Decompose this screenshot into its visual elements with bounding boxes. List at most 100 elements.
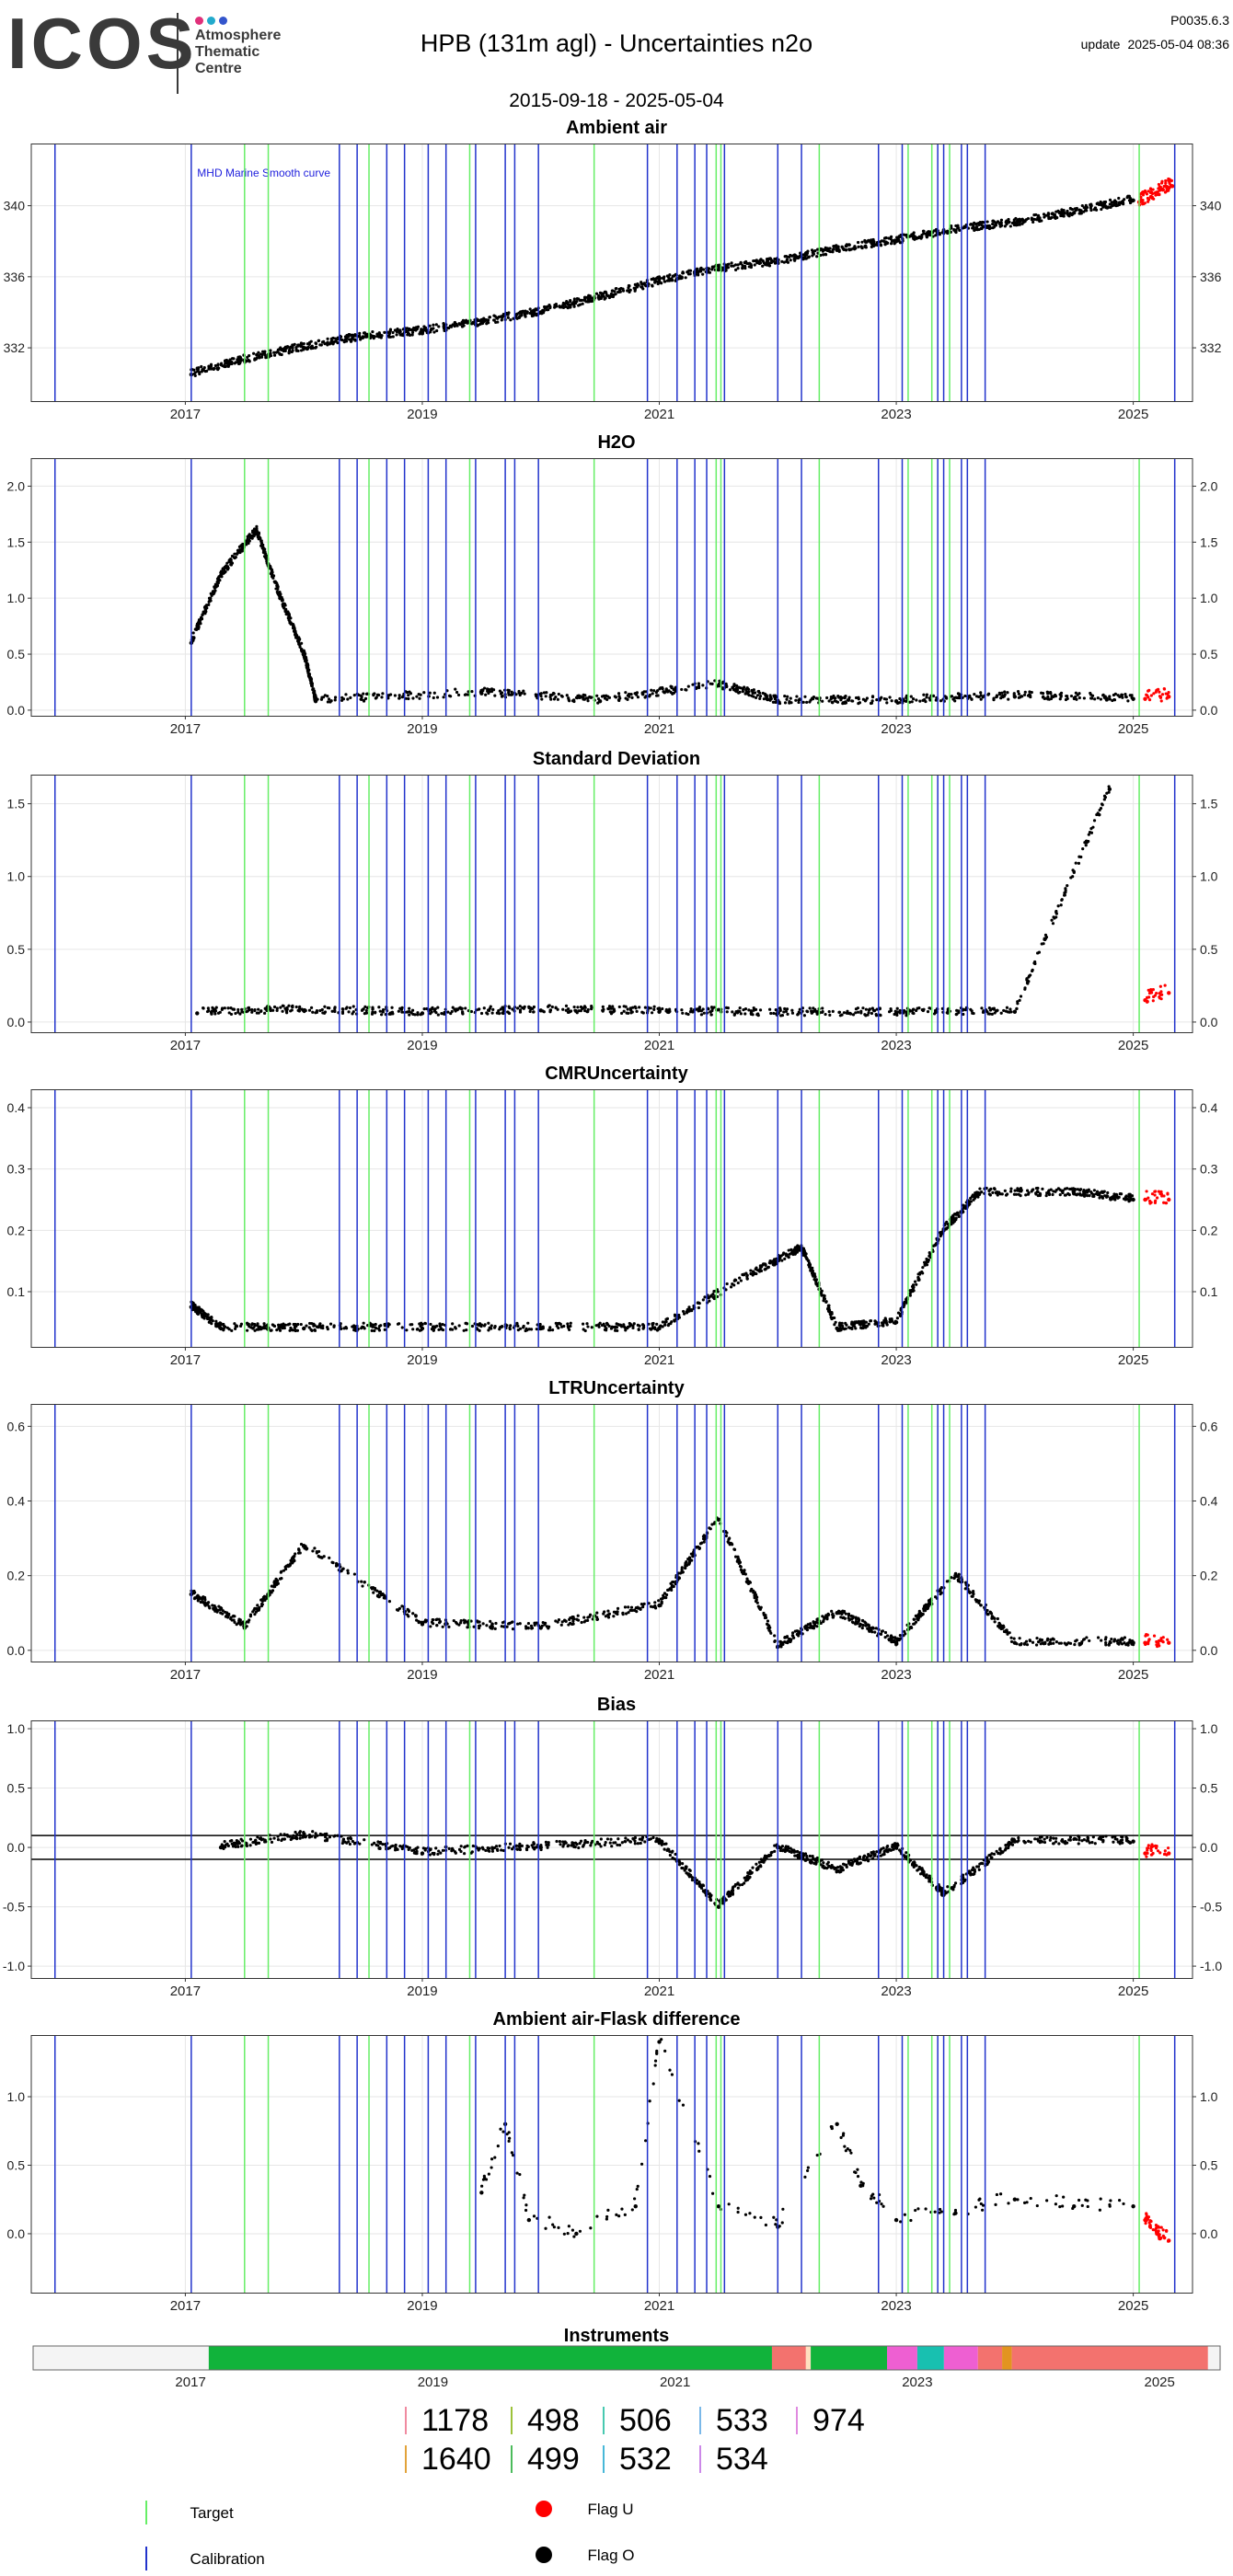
data-point [457, 1006, 461, 1010]
data-point [213, 582, 217, 586]
data-point [1008, 220, 1011, 224]
data-point [652, 1007, 656, 1011]
data-point [262, 1324, 266, 1328]
data-point [224, 362, 227, 366]
data-point [1031, 220, 1035, 224]
data-point [208, 365, 212, 369]
logo-dot [195, 17, 203, 25]
data-point [370, 1328, 374, 1332]
data-point [832, 247, 835, 251]
data-point [745, 1277, 749, 1281]
data-point [491, 688, 496, 692]
data-point [202, 610, 205, 615]
x-tick-label: 2025 [1118, 1038, 1148, 1053]
data-point [548, 305, 552, 310]
data-point [883, 1317, 887, 1320]
data-point [806, 249, 810, 253]
data-point [234, 361, 237, 364]
data-point [744, 690, 748, 694]
data-point [297, 636, 301, 639]
data-point [1017, 692, 1020, 696]
data-point [222, 1324, 226, 1328]
data-point [870, 242, 873, 246]
data-point [233, 1322, 236, 1326]
data-point [820, 1289, 824, 1293]
data-point [1119, 1192, 1124, 1196]
data-point [294, 633, 298, 637]
data-point [838, 1321, 842, 1325]
data-point [890, 1319, 893, 1323]
data-point [1081, 847, 1085, 851]
data-point [624, 696, 628, 700]
data-point [1167, 690, 1170, 695]
logo-sub-line: Atmosphere [195, 28, 282, 43]
data-point [1141, 193, 1146, 197]
data-point [424, 328, 428, 333]
data-point [516, 1328, 520, 1332]
data-point [1051, 1192, 1054, 1197]
data-point [360, 1008, 364, 1012]
data-point [333, 696, 338, 699]
date-range: 2015-09-18 - 2025-05-04 [509, 90, 724, 111]
data-point [915, 236, 918, 240]
data-point [377, 1327, 381, 1330]
data-point [432, 696, 435, 700]
chart-annotation: MHD Marine Smooth curve [197, 167, 330, 179]
data-point [691, 683, 695, 686]
data-point [861, 1006, 865, 1010]
data-point [1025, 1189, 1030, 1192]
data-point [566, 305, 570, 309]
data-point [238, 1012, 242, 1016]
data-point [479, 1011, 484, 1016]
data-point [780, 259, 784, 263]
data-point [1047, 1192, 1052, 1197]
data-point [665, 1317, 670, 1320]
data-point [762, 697, 766, 701]
data-point [1117, 1195, 1121, 1199]
data-point [240, 545, 244, 548]
data-point [1082, 1194, 1087, 1198]
data-point [597, 1325, 601, 1328]
data-point [586, 295, 590, 299]
data-point [1082, 206, 1086, 210]
data-point [1020, 222, 1024, 225]
data-point [689, 1307, 693, 1312]
data-point [1146, 196, 1150, 201]
data-point [379, 1324, 383, 1328]
data-point [805, 1009, 809, 1013]
data-point [1145, 1198, 1148, 1202]
data-point [605, 694, 608, 697]
data-point [442, 325, 445, 328]
data-point [528, 1006, 532, 1009]
data-point [443, 328, 446, 332]
data-point [220, 362, 224, 365]
data-point [534, 693, 537, 696]
data-point [864, 244, 868, 247]
data-point [933, 1010, 938, 1014]
data-point [400, 1326, 404, 1329]
y-tick-label: 1.0 [7, 591, 26, 605]
data-point [640, 285, 643, 289]
data-point [1026, 982, 1030, 985]
data-point [360, 695, 363, 699]
data-point [975, 222, 979, 225]
data-point [615, 1322, 618, 1326]
data-point [264, 356, 268, 360]
data-point [391, 330, 395, 335]
data-point [884, 697, 889, 701]
data-point [398, 328, 401, 332]
data-point [371, 330, 375, 334]
data-point [956, 224, 960, 227]
data-point [515, 1322, 519, 1326]
data-point [192, 368, 196, 372]
data-point [558, 305, 562, 309]
data-point [321, 696, 326, 699]
data-point [1127, 1192, 1131, 1196]
data-point [406, 333, 409, 337]
data-point [803, 257, 807, 260]
data-point [688, 1010, 693, 1014]
data-point [1147, 696, 1150, 699]
data-point [312, 687, 316, 691]
